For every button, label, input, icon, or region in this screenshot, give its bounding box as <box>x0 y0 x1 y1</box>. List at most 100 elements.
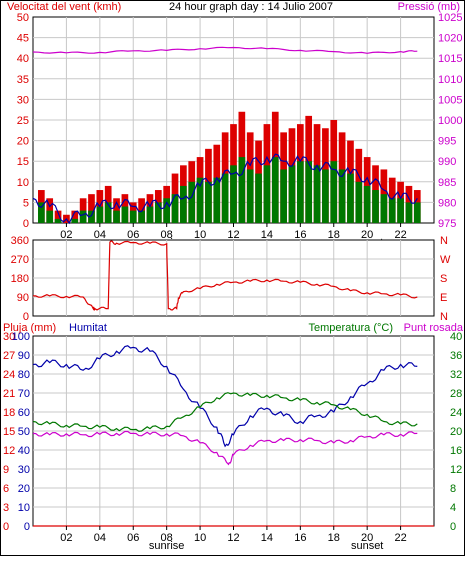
pressure-line <box>32 46 418 54</box>
mean-wind-bar <box>129 210 137 223</box>
x-tick-label: 18 <box>328 229 340 241</box>
mean-wind-bar <box>213 177 221 223</box>
humidity-tick-label: 50 <box>18 426 30 438</box>
humidity-tick-label: 20 <box>18 483 30 495</box>
temperature-tick-label: 36 <box>450 350 462 362</box>
humidity-tick-label: 40 <box>18 445 30 457</box>
pressure-tick-label: 1010 <box>438 74 462 86</box>
x-tick-label: 12 <box>227 229 239 241</box>
mean-wind-bar <box>113 210 120 223</box>
rain-tick-label: 15 <box>3 426 15 438</box>
mean-wind-bar <box>221 173 229 223</box>
pressure-tick-label: 990 <box>438 156 456 168</box>
mean-wind-bar <box>263 165 271 223</box>
x-tick-label: 16 <box>294 229 306 241</box>
mean-wind-bar <box>196 177 204 223</box>
direction-tick-label: 90 <box>17 292 29 304</box>
pressure-tick-label: 1025 <box>438 12 462 24</box>
compass-letter: S <box>440 273 447 285</box>
mean-wind-bar <box>397 198 404 223</box>
rain-axis-label: Pluja (mm) <box>3 322 56 334</box>
mean-wind-bar <box>146 206 154 223</box>
x-tick-label: 06 <box>127 229 139 241</box>
mean-wind-bar <box>246 169 254 223</box>
pressure-tick-label: 995 <box>438 136 456 148</box>
x-tick-label: 22 <box>394 229 406 241</box>
gust-bar <box>88 194 95 223</box>
mean-wind-bar <box>104 202 112 223</box>
mean-wind-bar <box>296 161 304 223</box>
x-tick-label: 10 <box>194 229 206 241</box>
mean-wind-bar <box>96 206 104 223</box>
direction-tick-label: 270 <box>11 254 29 266</box>
mean-wind-bar <box>88 210 95 223</box>
x-tick-label: 16 <box>294 532 306 544</box>
mean-wind-bar <box>54 218 62 223</box>
x-tick-label: 10 <box>194 532 206 544</box>
wind-tick-label: 45 <box>17 33 29 45</box>
wind-axis-label: Velocitat del vent (kmh) <box>7 1 121 13</box>
temperature-tick-label: 12 <box>450 464 462 476</box>
pressure-tick-label: 1000 <box>438 115 462 127</box>
x-tick-label: 04 <box>94 532 106 544</box>
chart-title: 24 hour graph day : 14 Julio 2007 <box>169 1 333 13</box>
compass-letter: W <box>440 254 451 266</box>
humidity-line <box>32 345 418 448</box>
pressure-tick-label: 1005 <box>438 94 462 106</box>
rain-tick-label: 21 <box>3 388 15 400</box>
mean-wind-bar <box>188 181 196 223</box>
mean-wind-bar <box>205 181 212 223</box>
gust-bar <box>54 210 62 223</box>
compass-letter: E <box>440 292 447 304</box>
temperature-tick-label: 20 <box>450 426 462 438</box>
mean-wind-bar <box>138 210 145 223</box>
x-tick-label: 12 <box>227 532 239 544</box>
wind-tick-label: 20 <box>17 136 29 148</box>
sunset-label: sunset <box>351 540 383 552</box>
x-tick-label: 20 <box>361 229 373 241</box>
rain-tick-label: 24 <box>3 369 15 381</box>
x-tick-label: 02 <box>60 532 72 544</box>
wind-tick-label: 0 <box>23 218 29 230</box>
humidity-tick-label: 30 <box>18 464 30 476</box>
compass-letter: N <box>440 311 448 323</box>
mean-wind-bar <box>71 218 79 223</box>
temperature-tick-label: 32 <box>450 369 462 381</box>
direction-tick-label: 360 <box>11 235 29 247</box>
mean-wind-bar <box>305 161 313 223</box>
pressure-tick-label: 1015 <box>438 53 462 65</box>
mean-wind-bar <box>38 202 45 223</box>
pressure-tick-label: 975 <box>438 218 456 230</box>
mean-wind-bar <box>338 169 346 223</box>
dewpoint-axis-label: Punt rosada <box>404 322 464 334</box>
mean-wind-bar <box>280 169 287 223</box>
temperature-tick-label: 4 <box>450 502 456 514</box>
mean-wind-bar <box>347 173 354 223</box>
humidity-tick-label: 60 <box>18 407 30 419</box>
rain-tick-label: 30 <box>3 331 15 343</box>
mean-wind-bar <box>154 202 162 223</box>
temperature-tick-label: 24 <box>450 407 462 419</box>
temperature-tick-label: 40 <box>450 331 462 343</box>
x-tick-label: 06 <box>127 532 139 544</box>
temperature-tick-label: 8 <box>450 483 456 495</box>
rain-tick-label: 6 <box>3 483 9 495</box>
temperature-tick-label: 0 <box>450 521 456 533</box>
sunrise-label: sunrise <box>149 540 184 552</box>
x-tick-label: 20 <box>361 532 373 544</box>
temperature-axis-label: Temperatura (°C) <box>309 322 393 334</box>
x-tick-label: 18 <box>328 532 340 544</box>
mean-wind-bar <box>322 169 329 223</box>
direction-tick-label: 0 <box>23 311 29 323</box>
wind-tick-label: 30 <box>17 94 29 106</box>
x-tick-label: 22 <box>394 532 406 544</box>
dewpoint-line <box>32 430 418 466</box>
mean-wind-bar <box>330 161 338 223</box>
rain-tick-label: 9 <box>3 464 9 476</box>
wind-direction-line <box>33 240 418 311</box>
mean-wind-bar <box>121 206 129 223</box>
temperature-tick-label: 16 <box>450 445 462 457</box>
temperature-line <box>32 392 418 432</box>
